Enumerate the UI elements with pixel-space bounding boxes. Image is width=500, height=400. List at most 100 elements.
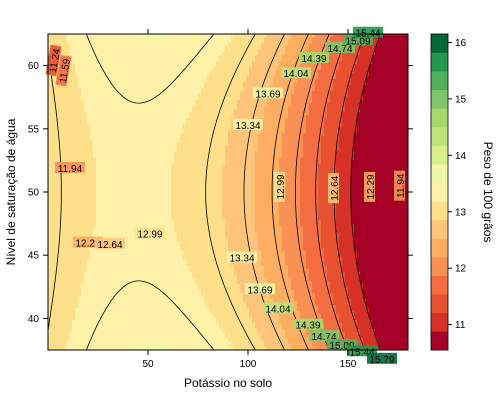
contour-fill-cell [69,70,73,74]
contour-fill-cell [48,286,52,291]
contour-fill-cell [48,145,52,149]
contour-fill-cell [150,340,154,345]
contour-fill-cell [156,130,160,134]
contour-fill-cell [120,295,124,300]
contour-fill-cell [129,241,133,246]
contour-fill-cell [84,166,88,171]
contour-fill-cell [162,64,166,68]
contour-fill-cell [111,94,115,98]
contour-fill-cell [141,148,145,152]
contour-fill-cell [99,199,103,204]
contour-fill-cell [120,247,124,252]
contour-fill-cell [57,235,61,240]
contour-fill-cell [99,82,103,86]
contour-fill-cell [84,109,88,113]
contour-fill-cell [147,76,151,80]
contour-fill-cell [123,142,127,146]
contour-fill-cell [81,208,85,213]
contour-fill-cell [54,43,58,47]
contour-fill-cell [93,247,97,252]
contour-fill-cell [75,292,79,297]
contour-fill-cell [51,130,55,134]
contour-fill-cell [162,67,166,71]
contour-fill-cell [138,319,142,324]
contour-fill-cell [114,175,118,180]
contour-fill-cell [63,271,67,276]
contour-fill-cell [87,70,91,74]
contour-fill-cell [60,115,64,119]
contour-fill-cell [66,322,70,327]
contour-fill-cell [120,64,124,68]
contour-fill-cell [75,148,79,152]
contour-fill-cell [57,283,61,288]
contour-fill-cell [99,328,103,333]
contour-fill-cell [129,127,133,131]
contour-fill-cell [87,46,91,50]
contour-fill-cell [147,121,151,125]
contour-fill-cell [138,142,142,146]
contour-fill-cell [93,46,97,50]
contour-fill-cell [138,214,142,219]
contour-fill-cell [108,148,112,152]
contour-fill-cell [84,322,88,327]
contour-fill-cell [141,133,145,137]
contour-fill-cell [144,307,148,312]
contour-fill-cell [63,154,67,158]
contour-fill-cell [111,226,115,231]
contour-fill-cell [105,91,109,95]
contour-fill-cell [147,340,151,345]
contour-fill-cell [150,121,154,125]
contour-fill-cell [132,325,136,330]
contour-fill-cell [129,187,133,192]
contour-fill-cell [135,118,139,122]
contour-fill-cell [126,298,130,303]
contour-fill-cell [117,229,121,234]
contour-fill-cell [159,253,163,258]
contour-fill-cell [105,265,109,270]
contour-fill-cell [117,37,121,41]
contour-fill-cell [84,37,88,41]
contour-fill-cell [96,277,100,282]
contour-fill-cell [102,166,106,171]
contour-fill-cell [48,280,52,285]
contour-fill-cell [129,205,133,210]
contour-fill-cell [120,280,124,285]
contour-fill-cell [90,88,94,92]
contour-fill-cell [120,163,124,168]
contour-fill-cell [150,223,154,228]
contour-fill-cell [147,319,151,324]
contour-fill-cell [69,52,73,56]
contour-fill-cell [144,178,148,183]
contour-fill-cell [156,133,160,137]
contour-fill-cell [90,118,94,122]
contour-fill-cell [105,160,109,165]
contour-fill-cell [162,214,166,219]
contour-fill-cell [111,322,115,327]
contour-fill-cell [123,298,127,303]
contour-fill-cell [66,274,70,279]
contour-fill-cell [156,337,160,342]
contour-fill-cell [156,253,160,258]
contour-fill-cell [60,88,64,92]
contour-fill-cell [93,289,97,294]
contour-fill-cell [57,226,61,231]
contour-fill-cell [66,190,70,195]
contour-fill-cell [108,187,112,192]
contour-fill-cell [156,118,160,122]
contour-fill-cell [159,85,163,89]
contour-fill-cell [117,61,121,65]
contour-fill-cell [84,55,88,59]
contour-fill-cell [126,142,130,146]
contour-fill-cell [153,184,157,189]
contour-fill-cell [81,259,85,264]
contour-fill-cell [66,211,70,216]
contour-fill-cell [48,91,52,95]
contour-fill-cell [108,211,112,216]
contour-fill-cell [159,124,163,128]
contour-fill-cell [81,268,85,273]
contour-fill-cell [60,142,64,146]
contour-fill-cell [126,253,130,258]
contour-fill-cell [63,184,67,189]
contour-fill-cell [135,208,139,213]
contour-fill-cell [81,139,85,143]
